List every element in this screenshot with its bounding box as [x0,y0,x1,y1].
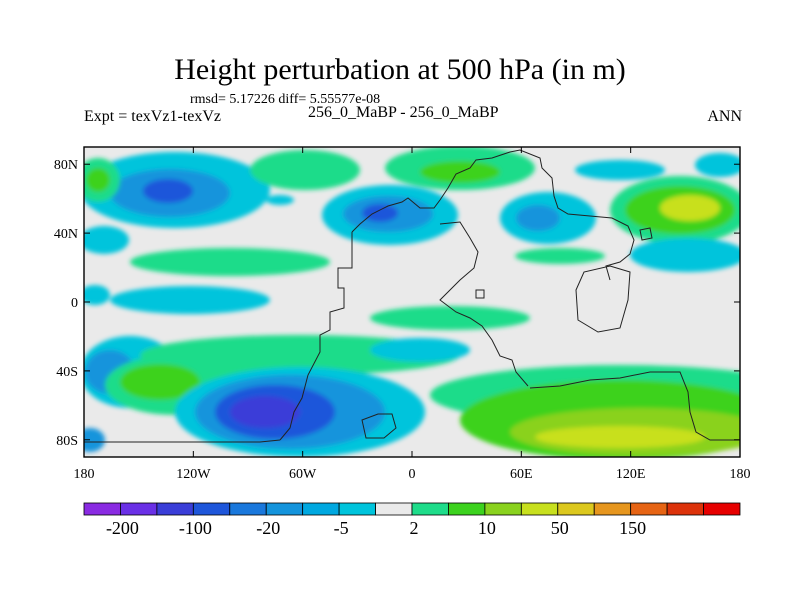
y-tick-label: 0 [71,296,78,311]
rmsd-diff-stats: rmsd= 5.17226 diff= 5.55577e-08 [190,92,381,107]
x-tick-label: 60W [289,467,317,482]
colorbar-swatch [338,502,376,516]
height-perturbation-field [84,147,740,457]
colorbar-swatch [703,502,741,516]
colorbar-label: 10 [478,518,496,538]
colorbar-label: 150 [619,518,646,538]
x-tick-label: 180 [730,467,751,482]
y-tick-label: 40N [54,227,78,242]
colorbar-swatch [557,502,595,516]
colorbar-swatch [375,502,413,516]
colorbar-swatch [265,502,304,516]
experiment-label: Expt = texVz1-texVz [84,108,221,125]
x-tick-label: 0 [409,467,416,482]
axes: 180 120W 60W 0 60E 120E 180 80N 40N 0 40S 80S [54,147,751,482]
season-label: ANN [707,108,742,125]
colorbar-swatch [593,502,632,516]
colorbar-swatch [520,502,559,516]
case-label: 256_0_MaBP - 256_0_MaBP [308,104,499,121]
y-tick-label: 80S [56,434,78,449]
colorbar-label: -5 [334,518,349,538]
colorbar-swatch [484,502,522,516]
y-tick-label: 80N [54,158,78,173]
colorbar-swatch [302,502,340,516]
colorbar-swatch [630,502,668,516]
colorbar-label: 50 [551,518,569,538]
colorbar-swatch [666,502,704,516]
colorbar-label: -20 [256,518,280,538]
x-tick-label: 60E [510,467,533,482]
colorbar-swatch [192,502,231,516]
colorbar-swatch [83,502,121,516]
colorbar-label: -100 [179,518,212,538]
coastlines [84,149,740,443]
x-tick-label: 180 [74,467,95,482]
colorbar-swatch [411,502,449,516]
colorbar: -200 -100 -20 -5 2 10 50 150 [83,502,741,538]
colorbar-label: -200 [106,518,139,538]
x-tick-label: 120E [616,467,646,482]
colorbar-swatch [448,502,486,516]
colorbar-swatch [156,502,194,516]
colorbar-swatch [120,502,158,516]
y-tick-label: 40S [56,365,78,380]
colorbar-swatch [229,502,267,516]
x-tick-label: 120W [176,467,211,482]
chart-title: Height perturbation at 500 hPa (in m) [174,53,626,86]
colorbar-label: 2 [410,518,419,538]
